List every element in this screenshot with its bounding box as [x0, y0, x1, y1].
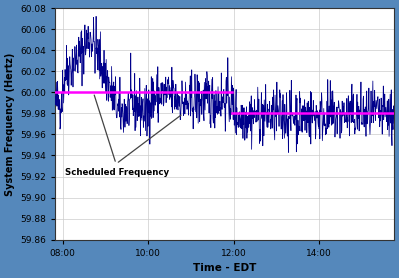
- Text: Scheduled Frequency: Scheduled Frequency: [65, 168, 169, 177]
- Y-axis label: System Frequency (Hertz): System Frequency (Hertz): [5, 52, 15, 196]
- X-axis label: Time - EDT: Time - EDT: [193, 263, 257, 273]
